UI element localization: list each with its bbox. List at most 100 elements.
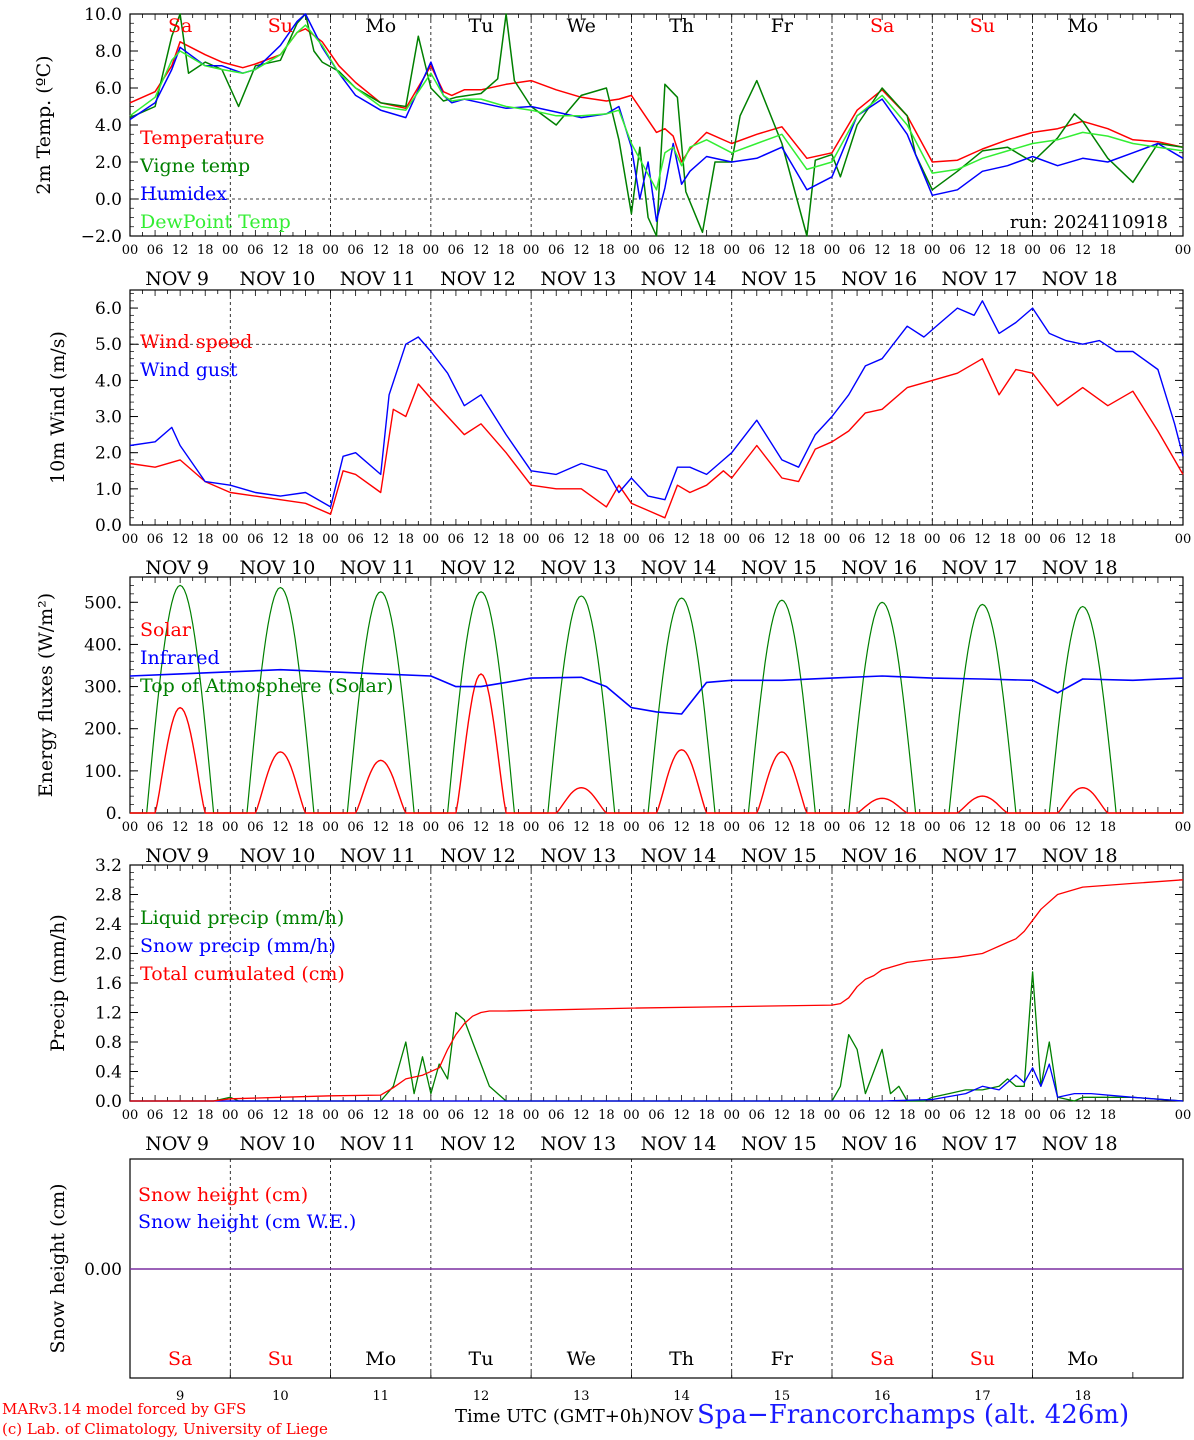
hour-tick-label: 18 (297, 243, 314, 258)
hour-tick-label: 12 (272, 243, 289, 258)
hour-tick-label: 12 (473, 532, 490, 547)
date-label: NOV 11 (340, 268, 416, 290)
date-label: NOV 15 (741, 1133, 817, 1155)
hour-tick-label: 00 (222, 532, 239, 547)
hour-tick-label: 00 (1024, 243, 1041, 258)
legend-entry: Liquid precip (mm/h) (140, 907, 344, 929)
hour-tick-label: 12 (372, 820, 389, 835)
hour-tick-label: 06 (1049, 1108, 1066, 1123)
date-label: NOV 10 (240, 557, 316, 579)
series-line (129, 28, 1184, 163)
weekday-label: Su (970, 1348, 995, 1370)
hour-tick-label: 00 (824, 820, 841, 835)
hour-tick-label: 18 (999, 532, 1016, 547)
date-label: NOV 11 (340, 557, 416, 579)
hour-tick-label: 18 (398, 820, 415, 835)
weekday-label: Sa (168, 1348, 192, 1370)
weekday-label: Mo (1067, 15, 1098, 37)
hour-tick-label: 00 (423, 1108, 440, 1123)
hour-tick-label: 18 (398, 243, 415, 258)
hour-tick-label: 00 (924, 1108, 941, 1123)
day-number: 13 (573, 1389, 590, 1404)
hour-tick-label: 00 (1175, 243, 1192, 258)
hour-tick-label: 18 (799, 532, 816, 547)
copyright-credit: (c) Lab. of Climatology, University of L… (2, 1420, 328, 1438)
date-label: NOV 12 (440, 1133, 516, 1155)
weekday-label: Mo (1067, 1348, 1098, 1370)
day-number: 18 (1074, 1389, 1091, 1404)
model-credit: MARv3.14 model forced by GFS (2, 1400, 247, 1418)
hour-tick-label: 12 (172, 243, 189, 258)
hour-tick-label: 00 (423, 820, 440, 835)
y-tick-label: 6.0 (95, 299, 122, 319)
y-tick-label: 0.4 (95, 1063, 122, 1083)
day-number: 11 (372, 1389, 389, 1404)
hour-tick-label: 12 (172, 1108, 189, 1123)
hour-tick-label: 12 (473, 243, 490, 258)
hour-tick-label: 12 (573, 820, 590, 835)
panel-5: 0.00 Snow height (cm) Snow height (cm) Snow… (47, 1158, 1184, 1404)
hour-tick-label: 18 (398, 1108, 415, 1123)
weekday-label: Sa (870, 1348, 894, 1370)
y-tick-label: 0. (106, 804, 122, 824)
y-tick-label: 2.0 (95, 945, 122, 965)
hour-tick-label: 00 (423, 243, 440, 258)
y-tick-label: 0.0 (95, 190, 122, 210)
date-label: NOV 18 (1042, 268, 1118, 290)
hour-tick-label: 18 (999, 1108, 1016, 1123)
legend-entry: Humidex (140, 183, 227, 205)
date-label: NOV 15 (741, 268, 817, 290)
date-label: NOV 9 (145, 1133, 209, 1155)
weekday-label: We (567, 15, 596, 37)
hour-tick-label: 06 (1049, 820, 1066, 835)
y-axis-label: 10m Wind (m/s) (47, 331, 69, 484)
y-tick-label: 100. (84, 762, 122, 782)
weekday-label: Fr (771, 1348, 794, 1370)
hour-tick-label: 18 (297, 532, 314, 547)
date-label: NOV 10 (240, 268, 316, 290)
date-label: NOV 18 (1042, 557, 1118, 579)
day-number: 14 (673, 1389, 690, 1404)
hour-tick-label: 18 (598, 1108, 615, 1123)
hour-tick-label: 12 (172, 820, 189, 835)
series-line (130, 879, 1184, 1102)
hour-tick-label: 06 (247, 820, 264, 835)
hour-tick-label: 18 (899, 532, 916, 547)
date-label: NOV 14 (641, 1133, 717, 1155)
hour-tick-label: 06 (448, 1108, 465, 1123)
y-tick-label: 0.0 (95, 516, 122, 536)
y-tick-label: 0.00 (84, 1260, 122, 1280)
date-label: NOV 12 (440, 845, 516, 867)
hour-tick-label: 18 (899, 1108, 916, 1123)
hour-tick-label: 06 (247, 1108, 264, 1123)
hour-tick-label: 00 (723, 1108, 740, 1123)
date-label: NOV 17 (942, 268, 1018, 290)
hour-tick-label: 06 (147, 243, 164, 258)
date-label: NOV 10 (240, 845, 316, 867)
hour-tick-label: 12 (974, 1108, 991, 1123)
hour-tick-label: 06 (247, 532, 264, 547)
hour-tick-label: 00 (523, 243, 540, 258)
hour-tick-label: 18 (297, 1108, 314, 1123)
hour-tick-label: 06 (749, 820, 766, 835)
day-number: 9 (176, 1389, 184, 1404)
hour-tick-label: 12 (372, 532, 389, 547)
hour-tick-label: 12 (272, 1108, 289, 1123)
hour-tick-label: 06 (147, 1108, 164, 1123)
hour-tick-label: 00 (322, 532, 339, 547)
date-label: NOV 16 (841, 845, 917, 867)
hour-tick-label: 12 (1074, 820, 1091, 835)
date-label: NOV 14 (641, 845, 717, 867)
hour-tick-label: 00 (322, 820, 339, 835)
hour-tick-label: 00 (1024, 1108, 1041, 1123)
weekday-label: Tu (469, 15, 494, 37)
weekday-label: Su (268, 15, 293, 37)
hour-tick-label: 00 (924, 243, 941, 258)
hour-tick-label: 12 (774, 820, 791, 835)
y-tick-label: 200. (84, 720, 122, 740)
date-label: NOV 16 (841, 557, 917, 579)
